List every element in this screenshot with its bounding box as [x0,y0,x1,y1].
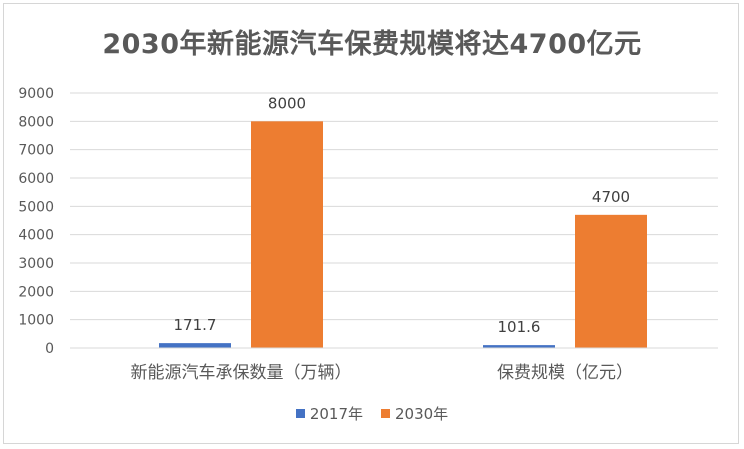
chart-title: 2030年新能源汽车保费规模将达4700亿元 [102,29,642,60]
legend-item-2030: 2030年 [381,403,448,424]
y-tick-label: 0 [45,341,54,357]
y-tick-label: 4000 [18,228,54,244]
data-label: 101.6 [498,318,541,336]
y-tick-label: 7000 [18,143,54,159]
legend: 2017年 2030年 [0,403,744,424]
y-tick-label: 6000 [18,171,54,187]
bar [575,214,647,348]
bar [483,345,555,348]
y-tick-label: 5000 [18,199,54,215]
legend-label-2017: 2017年 [309,405,363,423]
y-tick-label: 9000 [18,86,54,102]
bar [159,343,231,348]
y-tick-label: 1000 [18,313,54,329]
category-label: 新能源汽车承保数量（万辆） [131,363,352,383]
legend-label-2030: 2030年 [395,405,449,423]
legend-swatch-2030 [381,409,390,418]
y-tick-label: 2000 [18,284,54,300]
data-label: 8000 [268,94,306,112]
y-tick-label: 8000 [18,114,54,130]
y-tick-label: 3000 [18,256,54,272]
data-label: 4700 [592,188,630,206]
category-label: 保费规模（亿元） [497,363,633,383]
data-label: 171.7 [174,316,217,334]
bar [251,121,323,348]
legend-item-2017: 2017年 [295,403,363,424]
legend-swatch-2017 [295,409,305,418]
